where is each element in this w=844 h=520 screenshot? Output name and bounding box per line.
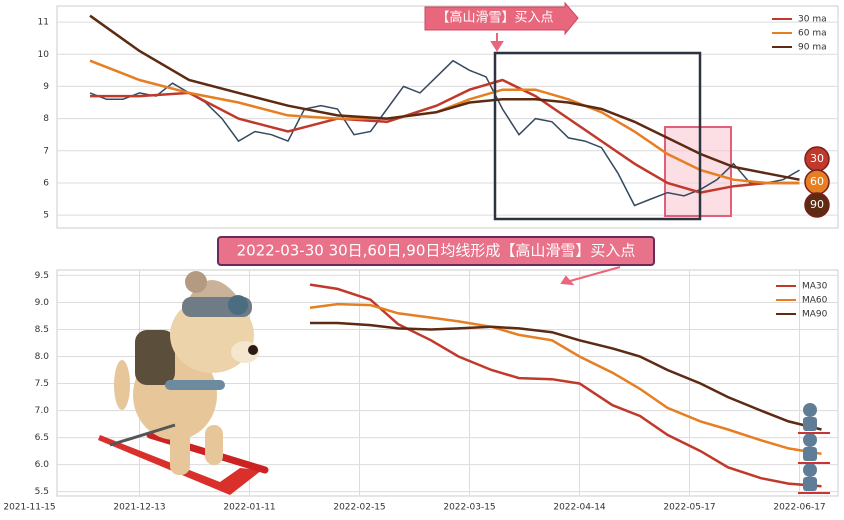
legend-label: MA90 [802,310,828,320]
y-tick-label: 8.5 [35,325,49,335]
title-box [217,236,655,266]
y-tick-label: 6.0 [35,460,50,470]
skier-icons [798,403,830,494]
y-tick-label: 10 [38,50,50,60]
dog-illustration [98,271,269,495]
x-tick-label: 2022-05-17 [663,503,715,513]
y-tick-label: 7.5 [35,379,49,389]
y-tick-label: 6 [43,178,49,188]
ma-badge-label: 60 [810,175,824,188]
y-tick-label: 5.5 [35,487,49,497]
title-pointer [560,266,621,286]
ma-badge-label: 30 [810,152,824,165]
ma-line [309,302,822,456]
ma-badge-label: 90 [810,198,824,211]
y-tick-label: 7 [43,146,49,156]
ma-line [309,283,822,488]
y-tick-label: 7.0 [35,406,50,416]
annotation-arrow [424,1,579,36]
legend-label: 60 ma [798,29,827,39]
signal-box [493,51,702,221]
y-tick-label: 9.5 [35,271,49,281]
ma-badge [804,192,830,218]
y-tick-label: 8 [43,114,49,124]
x-tick-label: 2021-12-13 [113,503,165,513]
x-tick-label: 2022-04-14 [553,503,606,513]
annotation: 【高山滑雪】买入点 [436,10,553,26]
x-tick-label: 2022-01-11 [223,503,275,513]
legend-label: 90 ma [798,43,827,53]
x-tick-label: 2022-06-17 [773,503,825,513]
y-tick-label: 11 [38,18,49,28]
legend-label: MA60 [802,296,828,306]
legend-label: 30 ma [798,15,827,25]
price-line [89,59,800,207]
chart-title: 2022-03-30 30日,60日,90日均线形成【高山滑雪】买入点 [237,242,636,260]
ma-line [310,321,822,431]
y-tick-label: 9.0 [35,298,50,308]
x-tick-label: 2022-02-15 [333,503,385,513]
y-tick-label: 9 [43,82,49,92]
x-tick-label: 2022-03-15 [443,503,495,513]
annotation-pointer [490,33,504,52]
y-tick-label: 5 [43,211,49,221]
legend-label: MA30 [802,282,828,292]
x-tick-label: 2021-11-15 [3,503,55,513]
y-tick-label: 8.0 [35,352,50,362]
y-tick-label: 6.5 [35,433,49,443]
